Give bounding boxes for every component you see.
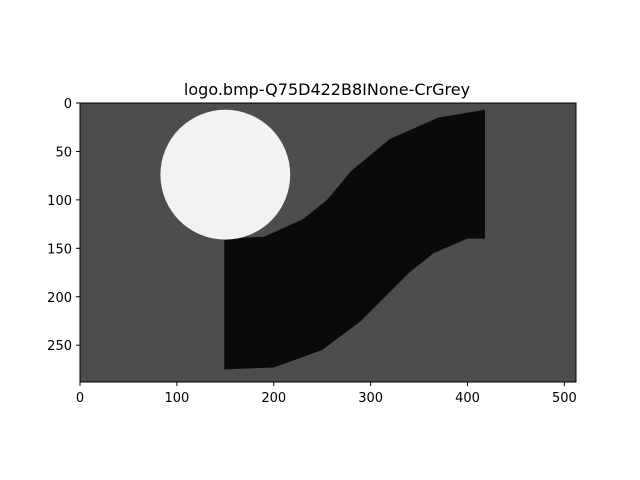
x-tick-label: 200 (261, 391, 286, 406)
figure-title: logo.bmp-Q75D422B8INone-CrGrey (184, 80, 470, 99)
black-ribbon-shape (224, 109, 485, 370)
axes-frame (79, 102, 577, 383)
x-tick-label: 400 (455, 391, 480, 406)
y-axis: 0 50 100 150 200 250 (47, 97, 80, 354)
y-tick-label: 200 (47, 291, 72, 306)
x-tick-label: 300 (358, 391, 383, 406)
x-tick-label: 100 (164, 391, 189, 406)
y-tick-label: 150 (47, 242, 72, 257)
y-tick-label: 0 (64, 97, 72, 112)
y-tick-label: 100 (47, 194, 72, 209)
white-circle-shape (160, 109, 291, 240)
x-tick-label: 500 (552, 391, 577, 406)
y-tick-label: 250 (47, 339, 72, 354)
image-area (80, 103, 576, 382)
x-axis: 0 100 200 300 400 500 (76, 382, 577, 406)
y-tick-label: 50 (55, 145, 72, 160)
x-tick-label: 0 (76, 391, 84, 406)
